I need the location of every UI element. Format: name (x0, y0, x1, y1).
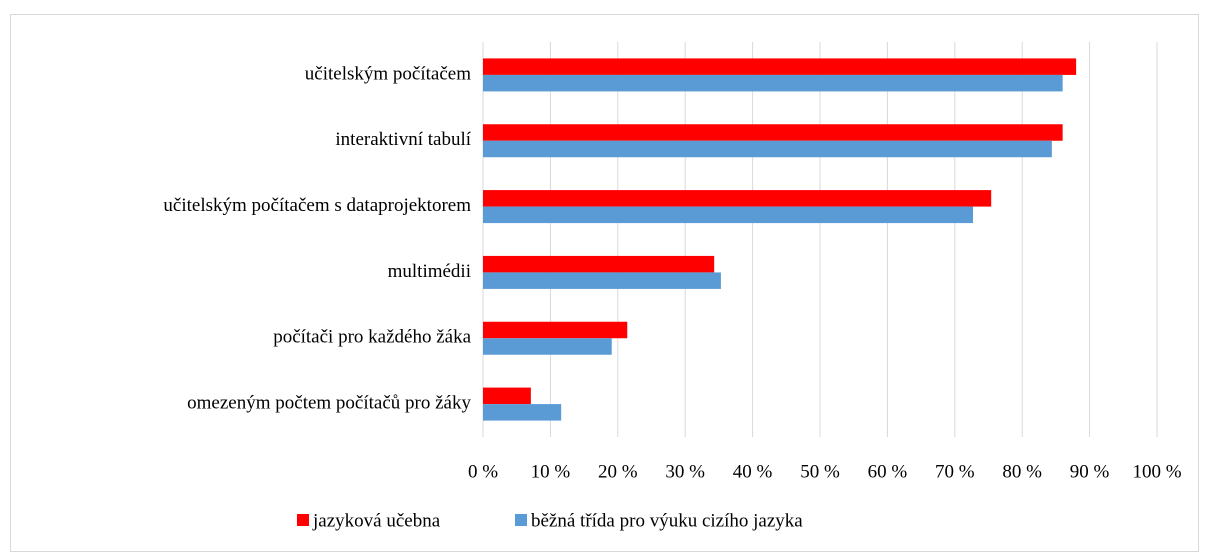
x-tick-label: 90 % (1070, 461, 1110, 482)
bar (483, 206, 973, 224)
x-tick-label: 80 % (1002, 461, 1042, 482)
x-tick-label: 10 % (531, 461, 571, 482)
y-tick-label: omezeným počtem počítačů pro žáky (187, 392, 471, 413)
x-tick-label: 60 % (868, 461, 908, 482)
bar (483, 338, 612, 355)
x-tick-label: 50 % (800, 461, 840, 482)
x-tick-label: 20 % (598, 461, 638, 482)
bar (483, 74, 1063, 92)
bar (483, 387, 531, 405)
bar (483, 272, 721, 289)
legend-swatch (515, 514, 527, 526)
x-tick-label: 70 % (935, 461, 975, 482)
bar (483, 124, 1063, 141)
y-tick-label: učitelským počítačem (305, 63, 471, 84)
y-tick-label: učitelským počítačem s dataprojektorem (163, 195, 471, 216)
y-tick-label: interaktivní tabulí (335, 129, 471, 150)
legend-label: jazyková učebna (312, 510, 441, 531)
legend-label: běžná třída pro výuku cizího jazyka (531, 510, 803, 531)
bar (483, 404, 562, 421)
x-tick-label: 40 % (733, 461, 773, 482)
x-tick-label: 100 % (1132, 461, 1181, 482)
bar (483, 140, 1052, 158)
bar (483, 58, 1077, 75)
y-tick-label: počítači pro každého žáka (273, 327, 471, 348)
bar (483, 321, 628, 339)
legend-swatch (297, 514, 309, 526)
bar (483, 190, 992, 207)
x-tick-label: 0 % (468, 461, 498, 482)
x-tick-label: 30 % (665, 461, 705, 482)
y-tick-label: multimédii (388, 261, 471, 282)
bar (483, 255, 715, 273)
